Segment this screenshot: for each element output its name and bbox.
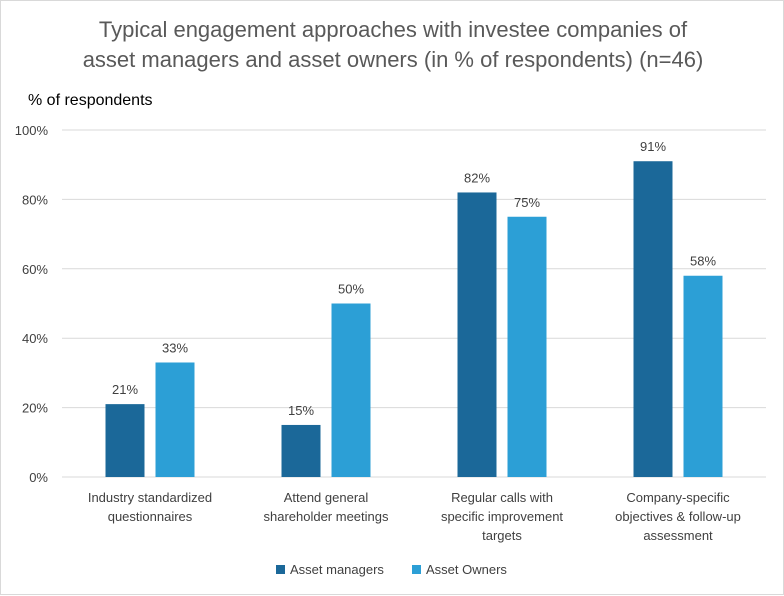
data-label: 58% bbox=[690, 254, 716, 269]
x-category-label: objectives & follow-up bbox=[615, 509, 741, 524]
x-category-label: Company-specific bbox=[626, 490, 730, 505]
legend-label: Asset managers bbox=[290, 562, 384, 577]
bar bbox=[105, 404, 145, 477]
y-tick-label: 40% bbox=[22, 331, 48, 346]
data-label: 33% bbox=[162, 340, 188, 355]
x-category-label: Regular calls with bbox=[451, 490, 553, 505]
y-tick-label: 80% bbox=[22, 192, 48, 207]
y-tick-label: 20% bbox=[22, 401, 48, 416]
y-tick-label: 100% bbox=[15, 123, 49, 138]
bar bbox=[281, 424, 321, 477]
bar bbox=[457, 192, 497, 477]
data-label: 75% bbox=[514, 195, 540, 210]
bar bbox=[507, 216, 547, 477]
x-category-label: assessment bbox=[643, 528, 713, 543]
x-category-label: Industry standardized bbox=[88, 490, 212, 505]
data-label: 91% bbox=[640, 139, 666, 154]
data-label: 82% bbox=[464, 170, 490, 185]
data-label: 50% bbox=[338, 282, 364, 297]
data-label: 15% bbox=[288, 403, 314, 418]
chart-title-line: asset managers and asset owners (in % of… bbox=[83, 47, 704, 72]
legend-swatch bbox=[412, 565, 421, 574]
bar bbox=[633, 161, 673, 478]
bar bbox=[331, 303, 371, 477]
bar bbox=[683, 275, 723, 477]
y-tick-label: 60% bbox=[22, 262, 48, 277]
y-tick-label: 0% bbox=[29, 470, 48, 485]
x-category-label: targets bbox=[482, 528, 522, 543]
x-category-label: questionnaires bbox=[108, 509, 193, 524]
bar bbox=[155, 362, 195, 477]
chart-title-line: Typical engagement approaches with inves… bbox=[99, 17, 688, 42]
legend-swatch bbox=[276, 565, 285, 574]
legend-label: Asset Owners bbox=[426, 562, 507, 577]
x-category-label: Attend general bbox=[284, 490, 369, 505]
x-category-label: specific improvement bbox=[441, 509, 563, 524]
y-axis-label: % of respondents bbox=[28, 92, 153, 109]
data-label: 21% bbox=[112, 382, 138, 397]
x-category-label: shareholder meetings bbox=[263, 509, 389, 524]
